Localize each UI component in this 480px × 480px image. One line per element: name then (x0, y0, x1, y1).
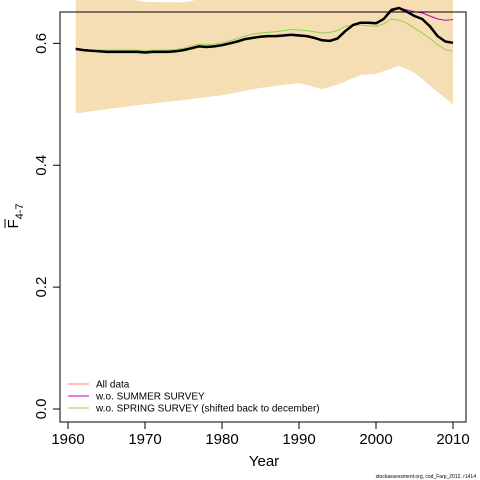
series-line-1 (75, 6, 454, 54)
x-tick-label: 1990 (282, 431, 315, 448)
y-tick-label: 0.0 (33, 399, 50, 420)
series-line-3 (75, 18, 454, 52)
plot-frame (59, 11, 467, 423)
y-tick-label: 0.4 (33, 155, 50, 176)
svg-text:F4-7: F4-7 (5, 203, 26, 228)
x-tick-label: 1970 (128, 431, 161, 448)
x-axis: 1960 1970 1980 1990 2000 2010 (51, 422, 470, 448)
x-tick-label: 2010 (436, 431, 469, 448)
x-tick-label: 1980 (205, 431, 238, 448)
legend-label-2: w.o. SUMMER SURVEY (95, 392, 205, 403)
y-axis-title-main: F (5, 219, 22, 228)
y-axis: 0.0 0.2 0.4 0.6 (33, 33, 60, 419)
legend-label-3: w.o. SPRING SURVEY (shifted back to dece… (95, 404, 320, 415)
confidence-band-layer (75, 0, 453, 114)
legend-label-1: All data (96, 380, 130, 391)
x-axis-title: Year (249, 453, 279, 470)
y-tick-label: 0.6 (33, 33, 50, 54)
series-layer (75, 6, 454, 54)
y-axis-title-subscript: 4-7 (14, 203, 26, 219)
y-axis-title: F4-7 (4, 203, 26, 229)
x-tick-label: 2000 (359, 431, 392, 448)
confidence-band (75, 0, 453, 114)
x-tick-label: 1960 (51, 431, 84, 448)
y-tick-label: 0.2 (33, 277, 50, 298)
caption: stockassessment.org, cod_Farp_2012, r141… (376, 474, 477, 480)
